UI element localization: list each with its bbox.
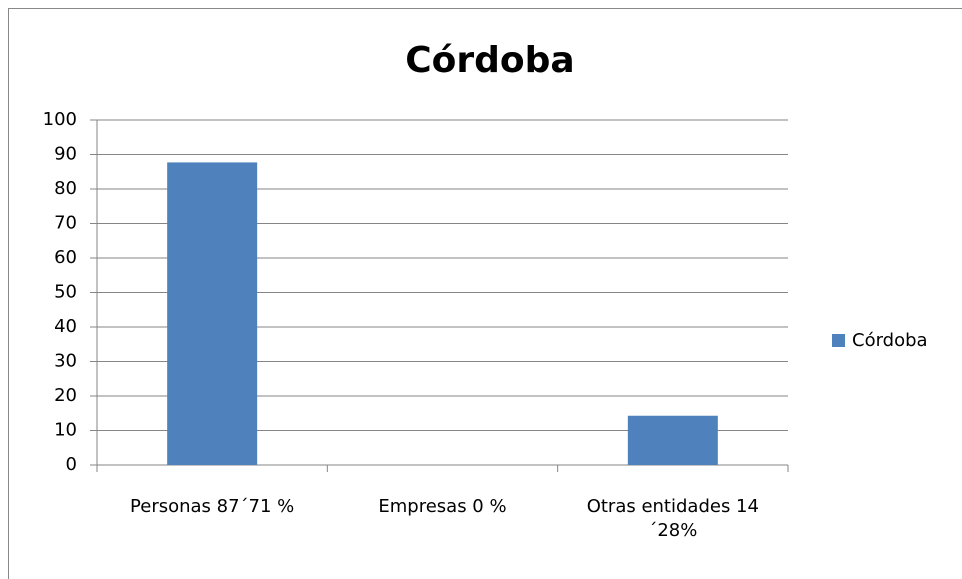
x-tick-label: Personas 87´71 %: [130, 496, 295, 517]
y-tick-label: 90: [54, 144, 77, 165]
chart-title: Córdoba: [405, 40, 574, 81]
y-tick-label: 80: [54, 178, 77, 199]
legend-swatch: [832, 334, 845, 347]
y-tick-label: 10: [54, 420, 77, 441]
legend-label: Córdoba: [852, 330, 928, 351]
x-tick-label: Otras entidades 14´28%: [586, 496, 759, 541]
y-tick-label: 100: [43, 109, 77, 130]
chart-frame: [8, 8, 962, 579]
y-tick-label: 60: [54, 247, 77, 268]
y-tick-label: 50: [54, 282, 77, 303]
y-tick-label: 0: [66, 454, 77, 475]
bar: [167, 162, 258, 465]
x-tick-label: Empresas 0 %: [378, 496, 507, 517]
y-tick-label: 40: [54, 316, 77, 337]
bar: [627, 415, 718, 465]
y-tick-label: 20: [54, 385, 77, 406]
y-tick-label: 30: [54, 351, 77, 372]
y-tick-label: 70: [54, 213, 77, 234]
